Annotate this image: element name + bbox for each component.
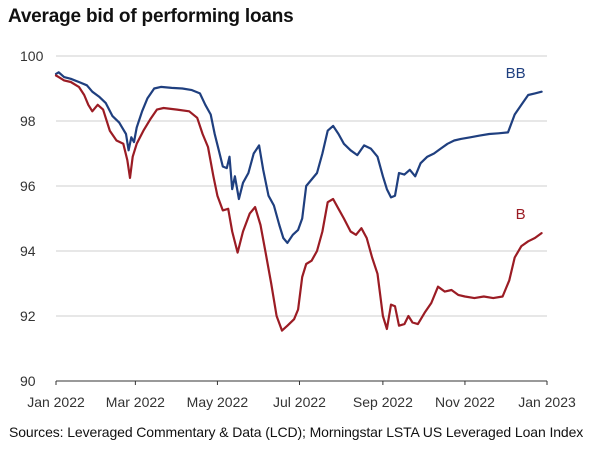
series-line-b [54,74,543,332]
x-tick-label: Nov 2022 [435,394,495,410]
y-tick-label: 94 [20,243,36,259]
series-label-bb: BB [506,65,526,82]
axes: 90 92 94 96 98 100 Jan 2022 Mar 2022 May 2022 Jul… [20,48,576,410]
gridlines [56,55,547,317]
series-lines [54,71,543,332]
x-tick-label: Sep 2022 [353,394,413,410]
x-tick-label: May 2022 [187,394,249,410]
x-tick-label: Jul 2022 [273,394,326,410]
series-labels: BBB [506,65,526,223]
x-tick-label: Jan 2023 [518,394,576,410]
y-tick-label: 100 [20,48,44,64]
chart-title: Average bid of performing loans [8,6,294,27]
y-tick-label: 98 [20,113,36,129]
series-label-b: B [516,206,526,223]
source-note: Sources: Leveraged Commentary & Data (LC… [9,424,584,440]
series-line-bb [54,71,543,244]
x-tick-label: Mar 2022 [106,394,165,410]
y-tick-label: 90 [20,373,36,389]
x-tick-label: Jan 2022 [27,394,85,410]
y-tick-label: 92 [20,308,36,324]
y-tick-label: 96 [20,178,36,194]
